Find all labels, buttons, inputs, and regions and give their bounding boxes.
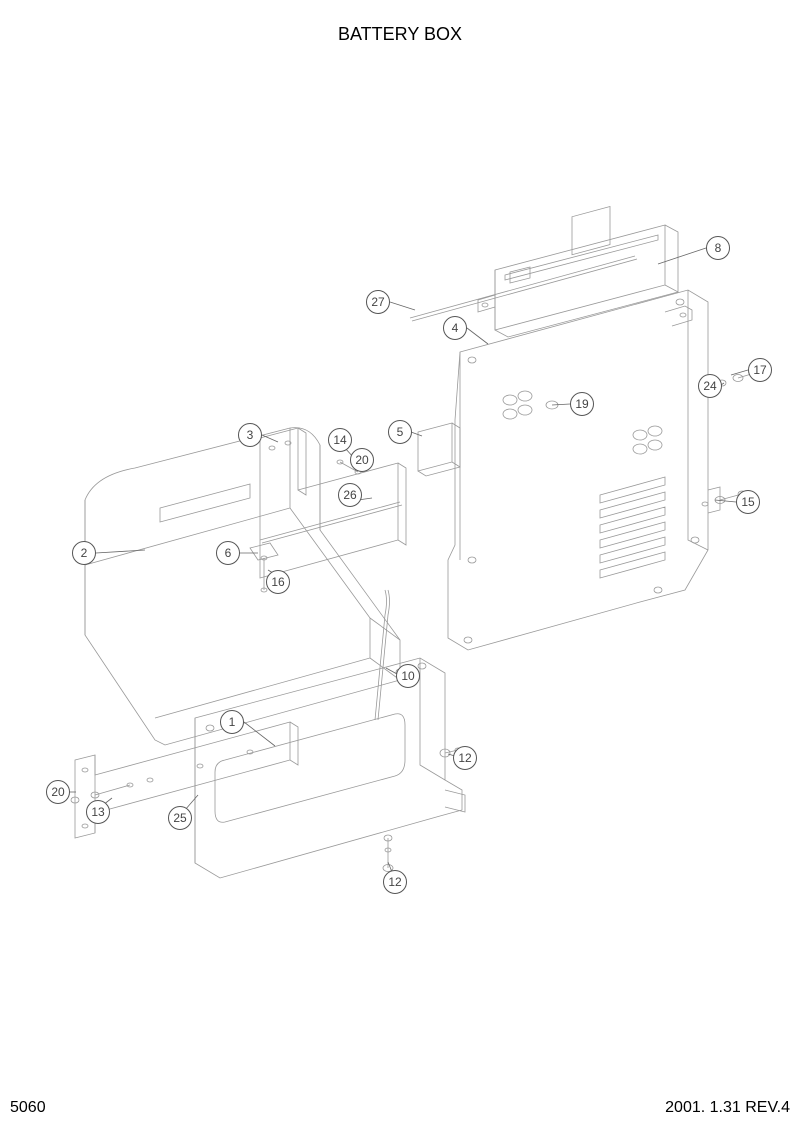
callout-17: 17 [748,358,772,382]
callout-1: 1 [220,710,244,734]
callout-26: 26 [338,483,362,507]
exploded-diagram [0,0,800,1132]
part-rear-panel [448,207,720,650]
page-number: 5060 [10,1099,46,1117]
part-bracket-3 [260,428,406,578]
callout-20: 20 [350,448,374,472]
revision-label: 2001. 1.31 REV.4 [665,1099,790,1117]
part-base-box [195,658,465,878]
part-strip-26 [260,502,402,543]
callout-20: 20 [46,780,70,804]
callout-12: 12 [383,870,407,894]
part-bolt-12b [383,835,393,872]
callout-13: 13 [86,800,110,824]
callout-14: 14 [328,428,352,452]
leader-lines [70,248,748,872]
callout-24: 24 [698,374,722,398]
callout-2: 2 [72,541,96,565]
part-strip-27 [410,256,637,321]
callout-27: 27 [366,290,390,314]
callout-10: 10 [396,664,420,688]
callout-4: 4 [443,316,467,340]
part-toolbox [478,225,692,337]
part-rod [375,590,390,720]
callout-19: 19 [570,392,594,416]
callout-16: 16 [266,570,290,594]
callout-25: 25 [168,806,192,830]
diagram-container: 8274172419531420152626161011220132512 [0,0,800,1132]
callout-15: 15 [736,490,760,514]
callout-6: 6 [216,541,240,565]
part-relay-box [418,423,460,476]
callout-12: 12 [453,746,477,770]
callout-8: 8 [706,236,730,260]
callout-5: 5 [388,420,412,444]
callout-3: 3 [238,423,262,447]
page-title: BATTERY BOX [338,24,462,45]
